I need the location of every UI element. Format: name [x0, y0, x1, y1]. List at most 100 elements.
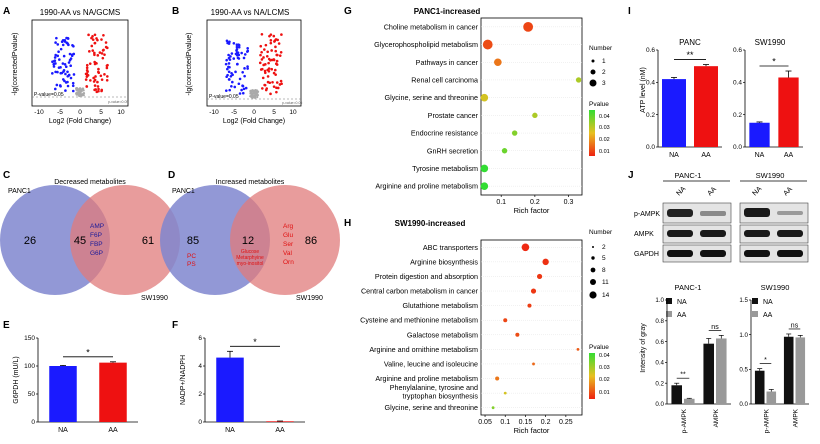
- volcano-point-up: [97, 89, 100, 93]
- volcano-point-up: [271, 80, 274, 84]
- volcano-point-ns: [250, 90, 253, 93]
- volcano-point-up: [275, 90, 278, 94]
- venn-d-right-label: SW1990: [296, 295, 323, 302]
- volcano-point-up: [275, 53, 279, 57]
- volcano-point-up: [260, 33, 264, 36]
- volcano-point-up: [264, 63, 267, 66]
- volcano-point-down: [66, 74, 70, 78]
- volcano-point-up: [269, 59, 272, 62]
- volcano-point-up: [270, 67, 274, 71]
- volcano-b-pline-right: p-value=0.05: [282, 101, 302, 105]
- volcano-point-down: [66, 70, 69, 74]
- blot-band: [777, 211, 803, 215]
- y-tick-label: 0.0: [739, 401, 748, 408]
- venn-c-item: F6P: [90, 232, 102, 239]
- volcano-point-up: [275, 81, 279, 84]
- volcano-point-up: [269, 33, 273, 36]
- volcano-point-down: [229, 55, 232, 58]
- volcano-point-down: [225, 39, 229, 43]
- volcano-point-up: [92, 80, 96, 83]
- volcano-point-up: [263, 71, 267, 75]
- legend-h-ptick: 0.03: [599, 365, 610, 371]
- panel-e-letter: E: [3, 320, 10, 331]
- panel-a-title: 1990-AA vs NA/GCMS: [40, 8, 120, 17]
- volcano-point-down: [235, 52, 239, 56]
- volcano-point-down: [68, 52, 72, 56]
- volcano-plot-b: P-value=0.05 p-value=0.05 -lg(correctedP…: [186, 19, 302, 125]
- volcano-point-up: [278, 54, 282, 57]
- bar: [778, 77, 799, 147]
- volcano-point-down: [67, 61, 71, 64]
- volcano-point-up: [104, 45, 108, 49]
- category-label: GnRH secretion: [427, 146, 478, 155]
- venn-d-title: Increased metabolites: [216, 179, 285, 186]
- legend-h-pvalue-title: Pvalue: [589, 344, 609, 351]
- venn-d-right-count: 86: [305, 235, 317, 247]
- volcano-a-pline-right: p-value=0.05: [108, 100, 128, 104]
- blot-band: [667, 230, 693, 237]
- x-tick-label: 0.1: [500, 419, 510, 426]
- volcano-point-up: [100, 38, 103, 41]
- volcano-b-xtick: -5: [231, 109, 237, 116]
- volcano-point-down: [71, 89, 75, 93]
- volcano-point-down: [60, 40, 64, 43]
- volcano-point-down: [68, 58, 72, 62]
- x-tick-label: AA: [275, 427, 285, 434]
- volcano-point-down: [244, 86, 248, 90]
- category-label: Glycine, serine and threonine: [385, 93, 479, 102]
- volcano-point-down: [65, 36, 68, 40]
- legend-h-dot: [591, 256, 595, 260]
- y-tick-label: 0.0: [733, 144, 742, 151]
- x-tick-label: NA: [58, 427, 68, 434]
- volcano-point-ns: [256, 93, 260, 97]
- volcano-point-down: [61, 78, 65, 81]
- volcano-point-up: [88, 50, 91, 53]
- panel-h-letter: H: [344, 218, 351, 229]
- blot-strip: [662, 244, 732, 263]
- x-tick-label: 0.2: [530, 199, 540, 206]
- significance-star: *: [772, 57, 776, 67]
- panel-j-legend-sw: NA AA: [752, 298, 773, 319]
- volcano-point-up: [91, 38, 95, 41]
- volcano-point-down: [227, 65, 230, 69]
- venn-c-right-count: 61: [142, 235, 154, 247]
- y-tick-label: 0.4: [646, 80, 655, 87]
- category-label: Arginine and ornithine metabolism: [369, 345, 478, 354]
- venn-c-right-circle: [70, 185, 180, 295]
- y-tick-label: 4: [198, 363, 202, 370]
- legend-h-dot: [589, 291, 597, 299]
- y-tick-label: 0.6: [733, 47, 742, 54]
- volcano-point-down: [227, 53, 230, 57]
- volcano-point-up: [267, 61, 270, 65]
- western-blot: PANC-1 SW1990 NA AA NA AA p-AMPK AMPK GA…: [634, 171, 809, 263]
- volcano-point-down: [67, 43, 70, 47]
- volcano-a-pline: P-value=0.05: [34, 92, 64, 98]
- volcano-point-up: [93, 33, 97, 37]
- volcano-point-down: [65, 41, 68, 45]
- enrichment-dot: [501, 148, 508, 154]
- x-tick-label: AMPK: [713, 408, 720, 427]
- y-tick-label: 0.4: [655, 360, 664, 367]
- volcano-point-up: [101, 56, 105, 60]
- legend-g-number: 1: [602, 58, 606, 65]
- volcano-point-up: [264, 88, 268, 92]
- volcano-point-up: [274, 62, 278, 66]
- volcano-point-down: [64, 65, 68, 69]
- volcano-point-down: [240, 51, 243, 55]
- volcano-point-up: [269, 39, 273, 42]
- significance-mark: **: [680, 372, 686, 379]
- bar: [703, 343, 714, 404]
- panel-f-letter: F: [172, 320, 178, 331]
- legend-h-number: 14: [602, 292, 610, 299]
- volcano-point-down: [56, 54, 60, 58]
- legend-h-dot: [590, 267, 596, 273]
- blot-panc-label: PANC-1: [675, 171, 702, 180]
- volcano-point-ns: [79, 94, 82, 97]
- volcano-point-down: [72, 73, 76, 76]
- volcano-point-up: [94, 75, 97, 78]
- y-tick-label: 0.4: [733, 80, 742, 87]
- blot-band: [777, 230, 803, 237]
- legend-swatch-na: [666, 298, 672, 304]
- volcano-point-up: [264, 43, 268, 47]
- volcano-point-ns: [254, 92, 257, 95]
